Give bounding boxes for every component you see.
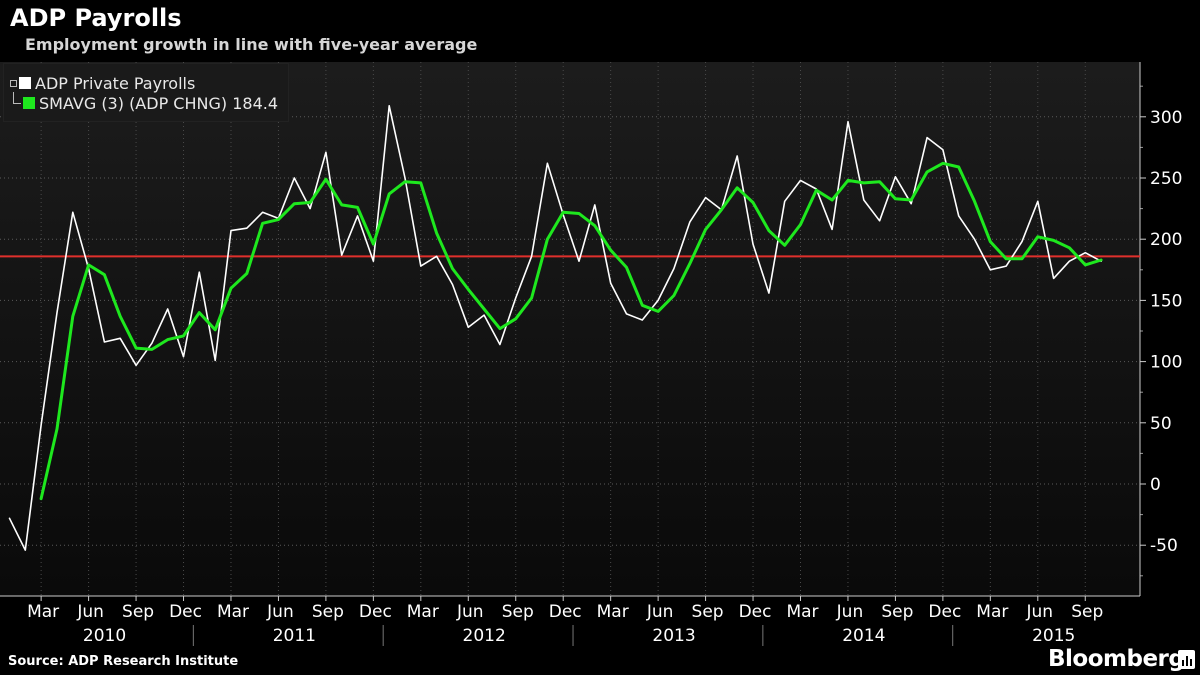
year-label: 2010 [83, 626, 126, 646]
x-tick-label: Sep [1071, 602, 1103, 622]
series-line-adp-private-payrolls [8, 105, 1102, 551]
bloomberg-logo: Bloomberg [1048, 646, 1185, 672]
x-tick-label: Jun [1026, 602, 1054, 622]
x-tick-label: Jun [456, 602, 484, 622]
x-tick-label: Dec [359, 602, 392, 622]
x-tick-label: Dec [549, 602, 582, 622]
year-label: 2015 [1032, 626, 1075, 646]
x-tick-label: Sep [881, 602, 913, 622]
x-tick-label: Sep [122, 602, 154, 622]
y-tick-label: 100 [1150, 353, 1182, 373]
legend-label-adp: ADP Private Payrolls [35, 73, 196, 93]
y-tick-label: 250 [1150, 169, 1182, 189]
x-tick-label: Dec [739, 602, 772, 622]
x-tick-label: Sep [312, 602, 344, 622]
x-tick-label: Sep [502, 602, 534, 622]
legend-swatch-smavg [23, 97, 35, 109]
chart-subtitle: Employment growth in line with five-year… [25, 35, 478, 54]
series-line-smavg [39, 161, 1103, 501]
collapse-toggle-icon[interactable] [10, 79, 17, 87]
y-tick-label: 150 [1150, 291, 1182, 311]
x-tick-label: Mar [976, 602, 1008, 622]
year-label: 2012 [463, 626, 506, 646]
x-tick-label: Jun [76, 602, 104, 622]
x-tick-label: Mar [407, 602, 439, 622]
y-tick-label: 0 [1150, 475, 1161, 495]
x-tick-label: Mar [786, 602, 818, 622]
y-tick-label: 200 [1150, 230, 1182, 250]
chart-legend[interactable]: ADP Private Payrolls SMAVG (3) (ADP CHNG… [3, 63, 289, 122]
x-tick-label: Jun [836, 602, 864, 622]
bloomberg-chart-icon [1178, 650, 1195, 669]
year-label: 2011 [273, 626, 316, 646]
legend-label-smavg: SMAVG (3) (ADP CHNG) 184.4 [39, 93, 279, 113]
x-tick-label: Mar [27, 602, 59, 622]
year-label: 2013 [652, 626, 695, 646]
y-tick-label: -50 [1150, 536, 1178, 556]
x-tick-label: Mar [217, 602, 249, 622]
year-label: 2014 [842, 626, 885, 646]
x-tick-label: Dec [928, 602, 961, 622]
plot-area [0, 62, 1140, 596]
y-tick-label: 50 [1150, 414, 1172, 434]
legend-swatch-adp [19, 77, 31, 89]
x-tick-label: Jun [266, 602, 294, 622]
x-tick-label: Jun [646, 602, 674, 622]
y-tick-label: 300 [1150, 108, 1182, 128]
tree-connector-icon [13, 92, 21, 104]
x-tick-label: Mar [597, 602, 629, 622]
source-note: Source: ADP Research Institute [8, 654, 239, 669]
x-tick-label: Sep [692, 602, 724, 622]
legend-item-smavg[interactable]: SMAVG (3) (ADP CHNG) 184.4 [10, 92, 279, 113]
legend-item-adp[interactable]: ADP Private Payrolls [10, 73, 195, 93]
x-tick-label: Dec [169, 602, 202, 622]
chart-title: ADP Payrolls [10, 4, 182, 32]
